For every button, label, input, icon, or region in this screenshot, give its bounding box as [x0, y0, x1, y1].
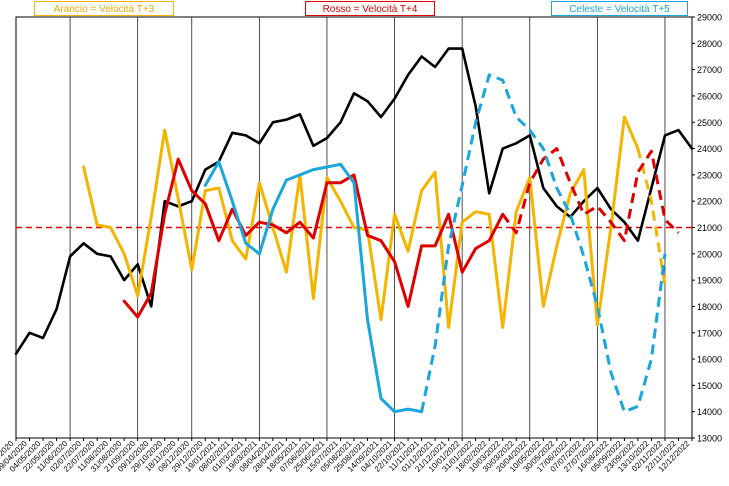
series-line-rosso: [122, 157, 505, 319]
series-projection-celeste: [420, 73, 667, 414]
y-tick-label: 23000: [697, 170, 722, 180]
legend-orange: Arancio = Velocità T+3: [34, 1, 174, 16]
y-tick-label: 29000: [697, 13, 722, 23]
y-tick-label: 14000: [697, 407, 722, 417]
y-tick-label: 17000: [697, 328, 722, 338]
y-tick-label: 26000: [697, 91, 722, 101]
legend-blue: Celeste = Velocità T+5: [551, 1, 688, 16]
y-tick-label: 27000: [697, 65, 722, 75]
y-tick-label: 25000: [697, 118, 722, 128]
y-tick-label: 15000: [697, 381, 722, 391]
series-line-celeste: [203, 160, 424, 414]
y-tick-label: 13000: [697, 434, 722, 444]
y-tick-label: 19000: [697, 276, 722, 286]
y-tick-label: 18000: [697, 302, 722, 312]
y-tick-label: 22000: [697, 197, 722, 207]
legend-red: Rosso = Velocità T+4: [305, 1, 435, 16]
y-tick-label: 28000: [697, 39, 722, 49]
series-line-arancio: [82, 115, 640, 329]
y-tick-label: 16000: [697, 355, 722, 365]
y-tick-label: 24000: [697, 144, 722, 154]
y-tick-label: 20000: [697, 249, 722, 259]
series-projection-rosso: [501, 147, 680, 243]
y-tick-label: 21000: [697, 223, 722, 233]
